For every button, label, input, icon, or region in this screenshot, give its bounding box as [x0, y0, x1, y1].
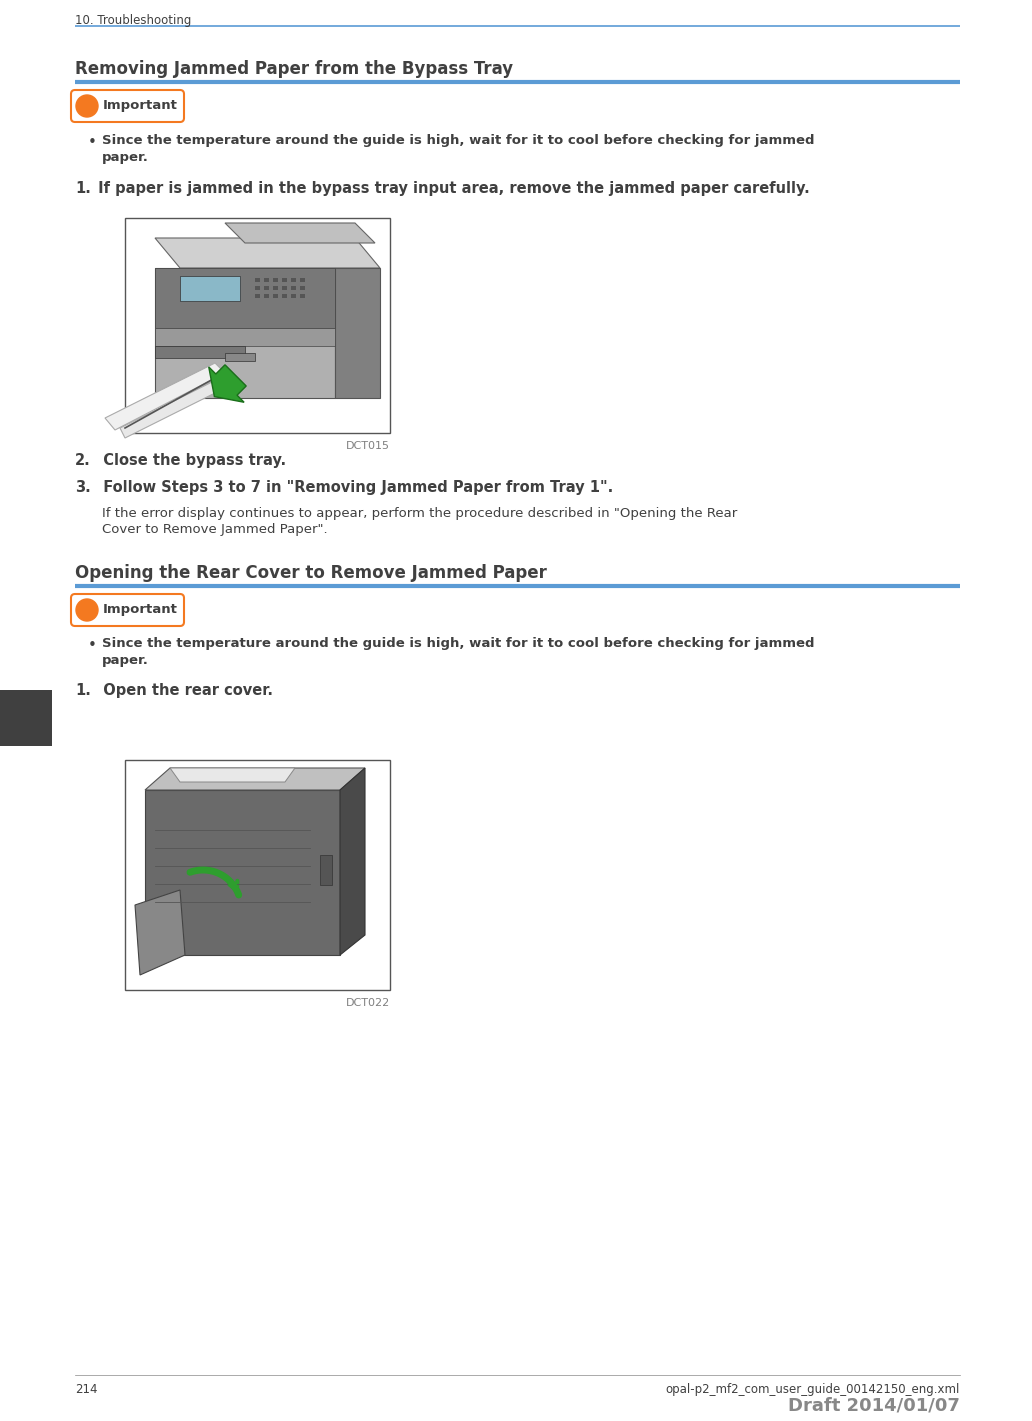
- Bar: [273, 279, 278, 281]
- Polygon shape: [146, 767, 365, 790]
- Polygon shape: [155, 237, 380, 269]
- Bar: [155, 269, 335, 398]
- Bar: [273, 286, 278, 290]
- Polygon shape: [335, 269, 380, 398]
- Text: •: •: [88, 135, 97, 151]
- Bar: [320, 855, 332, 885]
- Bar: [0, 691, 52, 746]
- Text: Follow Steps 3 to 7 in "Removing Jammed Paper from Tray 1".: Follow Steps 3 to 7 in "Removing Jammed …: [93, 480, 613, 495]
- Text: Important: Important: [103, 603, 178, 615]
- Text: 10. Troubleshooting: 10. Troubleshooting: [75, 14, 191, 27]
- Text: paper.: paper.: [102, 654, 149, 666]
- Text: 1.: 1.: [75, 684, 91, 698]
- Bar: [300, 279, 305, 281]
- Text: Removing Jammed Paper from the Bypass Tray: Removing Jammed Paper from the Bypass Tr…: [75, 60, 513, 78]
- Bar: [273, 294, 278, 298]
- Bar: [282, 294, 287, 298]
- Bar: [146, 790, 340, 955]
- Text: Close the bypass tray.: Close the bypass tray.: [93, 453, 286, 468]
- FancyBboxPatch shape: [71, 594, 184, 627]
- Text: If the error display continues to appear, perform the procedure described in "Op: If the error display continues to appear…: [102, 507, 737, 520]
- Polygon shape: [340, 767, 365, 955]
- Text: 10: 10: [9, 706, 42, 730]
- Bar: [264, 279, 269, 281]
- Bar: [125, 217, 390, 433]
- Bar: [300, 294, 305, 298]
- Text: 1.: 1.: [75, 180, 91, 196]
- Polygon shape: [225, 223, 375, 243]
- Text: DCT022: DCT022: [346, 998, 390, 1007]
- Text: ★: ★: [82, 99, 93, 114]
- Bar: [282, 279, 287, 281]
- Text: If paper is jammed in the bypass tray input area, remove the jammed paper carefu: If paper is jammed in the bypass tray in…: [93, 180, 810, 196]
- Text: paper.: paper.: [102, 151, 149, 163]
- Text: Cover to Remove Jammed Paper".: Cover to Remove Jammed Paper".: [102, 523, 327, 536]
- Text: Draft 2014/01/07: Draft 2014/01/07: [788, 1397, 960, 1415]
- Text: Important: Important: [103, 99, 178, 112]
- Text: Open the rear cover.: Open the rear cover.: [93, 684, 273, 698]
- Bar: [255, 294, 260, 298]
- Text: Opening the Rear Cover to Remove Jammed Paper: Opening the Rear Cover to Remove Jammed …: [75, 564, 547, 583]
- Polygon shape: [135, 890, 185, 975]
- Bar: [291, 286, 296, 290]
- Bar: [125, 760, 390, 990]
- Bar: [291, 294, 296, 298]
- Text: Since the temperature around the guide is high, wait for it to cool before check: Since the temperature around the guide i…: [102, 134, 814, 146]
- Bar: [255, 279, 260, 281]
- Circle shape: [76, 600, 98, 621]
- Bar: [255, 286, 260, 290]
- Bar: [225, 352, 255, 361]
- Text: ★: ★: [82, 604, 93, 617]
- Circle shape: [76, 95, 98, 117]
- Polygon shape: [120, 378, 225, 438]
- Polygon shape: [208, 365, 247, 402]
- Text: 214: 214: [75, 1383, 97, 1395]
- Polygon shape: [170, 767, 295, 782]
- Text: Since the temperature around the guide is high, wait for it to cool before check: Since the temperature around the guide i…: [102, 637, 814, 649]
- FancyBboxPatch shape: [71, 90, 184, 122]
- Bar: [282, 286, 287, 290]
- Bar: [155, 345, 245, 358]
- Bar: [264, 294, 269, 298]
- Bar: [155, 328, 335, 345]
- Text: •: •: [88, 638, 97, 654]
- Polygon shape: [105, 362, 225, 431]
- Bar: [264, 286, 269, 290]
- Bar: [300, 286, 305, 290]
- Text: DCT015: DCT015: [346, 441, 390, 450]
- Text: 3.: 3.: [75, 480, 91, 495]
- Bar: [291, 279, 296, 281]
- Text: opal-p2_mf2_com_user_guide_00142150_eng.xml: opal-p2_mf2_com_user_guide_00142150_eng.…: [666, 1383, 960, 1395]
- Text: 2.: 2.: [75, 453, 91, 468]
- Bar: [180, 276, 240, 301]
- Bar: [155, 269, 335, 328]
